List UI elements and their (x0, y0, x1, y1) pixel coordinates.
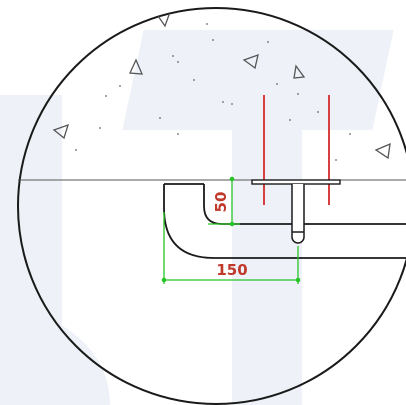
detail-circle (17, 7, 406, 405)
aggregate-triangle-icon (52, 123, 70, 140)
watermark (0, 30, 394, 405)
base-plate (251, 179, 341, 185)
dimension-vertical (208, 176, 240, 227)
aggregate-triangle-icon (374, 142, 391, 160)
dimension-vertical-value: 50 (212, 192, 230, 213)
dimension-horizontal (161, 212, 301, 284)
aggregate-triangle-icon (242, 53, 259, 70)
aggregate-triangle-icon (293, 64, 306, 79)
aggregate-triangle-icon (129, 58, 144, 75)
channel-outer-edge (163, 184, 406, 259)
aggregate-dots (75, 23, 351, 161)
dimension-horizontal-value: 150 (216, 261, 247, 279)
bolt (291, 184, 305, 244)
